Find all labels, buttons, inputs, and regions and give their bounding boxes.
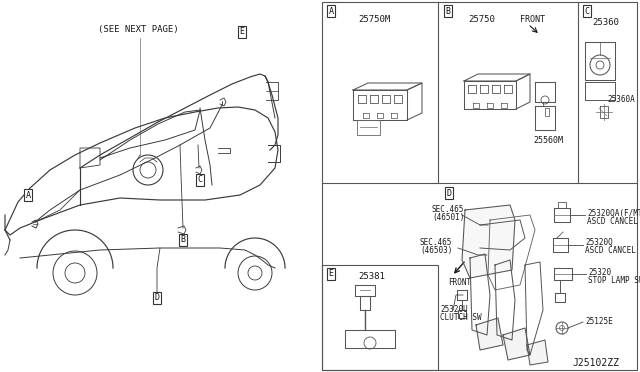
- Text: FRONT: FRONT: [448, 278, 471, 287]
- Text: C: C: [584, 6, 589, 16]
- Text: D: D: [154, 294, 159, 302]
- Polygon shape: [462, 205, 515, 278]
- Text: FRONT: FRONT: [520, 15, 545, 24]
- Text: ASCD CANCEL SW: ASCD CANCEL SW: [587, 217, 640, 226]
- Text: 25750M: 25750M: [358, 15, 390, 24]
- Text: CLUTCH SW: CLUTCH SW: [440, 313, 482, 322]
- Text: SEC.465: SEC.465: [432, 205, 465, 214]
- Text: 25750: 25750: [468, 15, 495, 24]
- Text: 25381: 25381: [358, 272, 385, 281]
- Bar: [322, 2, 637, 370]
- Text: 25320QA(F/MT): 25320QA(F/MT): [587, 209, 640, 218]
- Text: SEC.465: SEC.465: [420, 238, 452, 247]
- Text: 25560M: 25560M: [533, 136, 563, 145]
- Text: D: D: [447, 189, 451, 198]
- Text: STOP LAMP SW: STOP LAMP SW: [588, 276, 640, 285]
- Text: B: B: [180, 235, 186, 244]
- Text: 25320: 25320: [588, 268, 611, 277]
- Text: (SEE NEXT PAGE): (SEE NEXT PAGE): [98, 25, 179, 34]
- Text: A: A: [26, 190, 31, 199]
- Text: (4650I): (4650I): [432, 213, 465, 222]
- Text: B: B: [445, 6, 451, 16]
- Polygon shape: [476, 318, 503, 350]
- Text: 25360: 25360: [592, 18, 619, 27]
- Text: ASCD CANCEL SW: ASCD CANCEL SW: [585, 246, 640, 255]
- Text: C: C: [198, 176, 202, 185]
- Text: 25320U: 25320U: [440, 305, 468, 314]
- Polygon shape: [527, 340, 548, 365]
- Polygon shape: [503, 328, 530, 360]
- Bar: [322, 265, 438, 370]
- Text: (46503): (46503): [420, 246, 452, 255]
- Text: 25360A: 25360A: [607, 95, 635, 104]
- Text: J25102ZZ: J25102ZZ: [572, 358, 619, 368]
- Text: 25125E: 25125E: [585, 317, 612, 326]
- Text: E: E: [328, 269, 333, 279]
- Text: 25320Q: 25320Q: [585, 238, 612, 247]
- Text: E: E: [239, 28, 244, 36]
- Text: A: A: [328, 6, 333, 16]
